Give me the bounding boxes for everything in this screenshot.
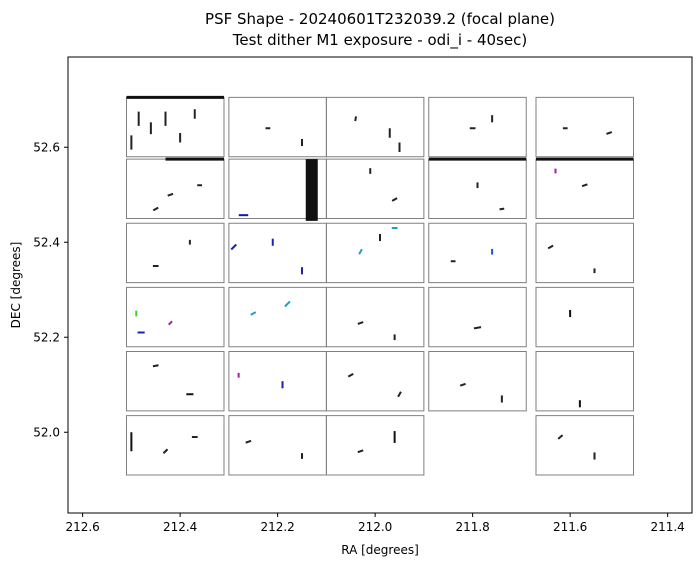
- psf-whisker: [347, 372, 354, 378]
- detector-rect: [428, 286, 527, 348]
- detector-rect: [325, 158, 425, 219]
- x-tick-label: 211.6: [553, 520, 587, 534]
- psf-whisker: [162, 448, 169, 454]
- psf-whisker: [152, 206, 159, 212]
- detector-rect: [325, 415, 425, 476]
- psf-whisker: [357, 449, 364, 454]
- psf-whisker: [167, 320, 173, 326]
- detector-rect: [228, 222, 327, 284]
- y-axis-label: DEC [degrees]: [9, 242, 23, 329]
- psf-whisker: [167, 192, 174, 197]
- psf-whisker: [230, 243, 237, 251]
- detector-rect: [535, 96, 634, 158]
- detector-rect: [325, 96, 425, 158]
- x-tick-label: 211.4: [650, 520, 684, 534]
- detector-rect: [535, 286, 634, 348]
- psf-whisker: [245, 439, 252, 444]
- detector-rect: [126, 286, 225, 348]
- detector-rect: [535, 351, 634, 412]
- detector-rect: [228, 96, 327, 158]
- chart-title-line2: Test dither M1 exposure - odi_i - 40sec): [232, 31, 527, 50]
- psf-whisker: [557, 434, 564, 440]
- x-tick-label: 212.6: [65, 520, 99, 534]
- psf-whisker: [499, 207, 505, 211]
- x-tick-label: 212.4: [163, 520, 197, 534]
- detector-rect: [325, 351, 425, 412]
- edge-streaks: [126, 95, 634, 161]
- x-tick-label: 212.2: [260, 520, 294, 534]
- psf-whisker: [547, 244, 554, 250]
- detector-rect: [228, 286, 327, 348]
- x-tick-label: 211.8: [455, 520, 489, 534]
- detector-rect: [228, 351, 327, 412]
- psf-whisker: [358, 248, 363, 255]
- detector-rect: [535, 158, 634, 219]
- detector-rect: [535, 415, 634, 476]
- psf-whisker: [391, 197, 398, 202]
- psf-whisker: [473, 326, 482, 330]
- detector-outlines: [126, 96, 634, 476]
- detector-rect: [428, 158, 527, 219]
- detector-rect: [126, 351, 225, 412]
- psf-whisker: [581, 183, 588, 188]
- plot-frame: [67, 56, 693, 514]
- psf-whisker: [284, 300, 291, 308]
- detector-rect: [428, 351, 527, 412]
- chart-title-line1: PSF Shape - 20240601T232039.2 (focal pla…: [205, 10, 555, 28]
- detector-rect: [228, 415, 327, 476]
- psf-whisker: [606, 131, 613, 135]
- detector-rect: [126, 96, 225, 158]
- y-axis-ticks: 52.0 52.2 52.4 52.6: [33, 140, 68, 439]
- detector-rect: [126, 222, 225, 284]
- detector-rect: [325, 222, 425, 284]
- y-tick-label: 52.0: [33, 425, 60, 439]
- psf-whisker: [152, 364, 159, 368]
- detector-rect: [428, 96, 527, 158]
- x-axis-ticks: 212.6 212.4 212.2 212.0 211.8 211.6 211.4: [65, 513, 685, 534]
- y-tick-label: 52.4: [33, 235, 60, 249]
- detector-rect: [535, 222, 634, 284]
- x-axis-label: RA [degrees]: [341, 543, 419, 557]
- y-tick-label: 52.6: [33, 140, 60, 154]
- x-tick-label: 212.0: [358, 520, 392, 534]
- psf-whisker: [459, 382, 466, 387]
- psf-whisker: [357, 321, 364, 325]
- detector-rect: [126, 158, 225, 219]
- psf-whisker: [354, 116, 358, 122]
- detector-rect: [325, 286, 425, 348]
- y-tick-label: 52.2: [33, 330, 60, 344]
- psf-whisker: [250, 311, 257, 316]
- detector-rect: [126, 415, 225, 476]
- psf-whisker: [397, 391, 402, 398]
- detector-rect: [428, 222, 527, 284]
- psf-whiskers: [130, 109, 613, 460]
